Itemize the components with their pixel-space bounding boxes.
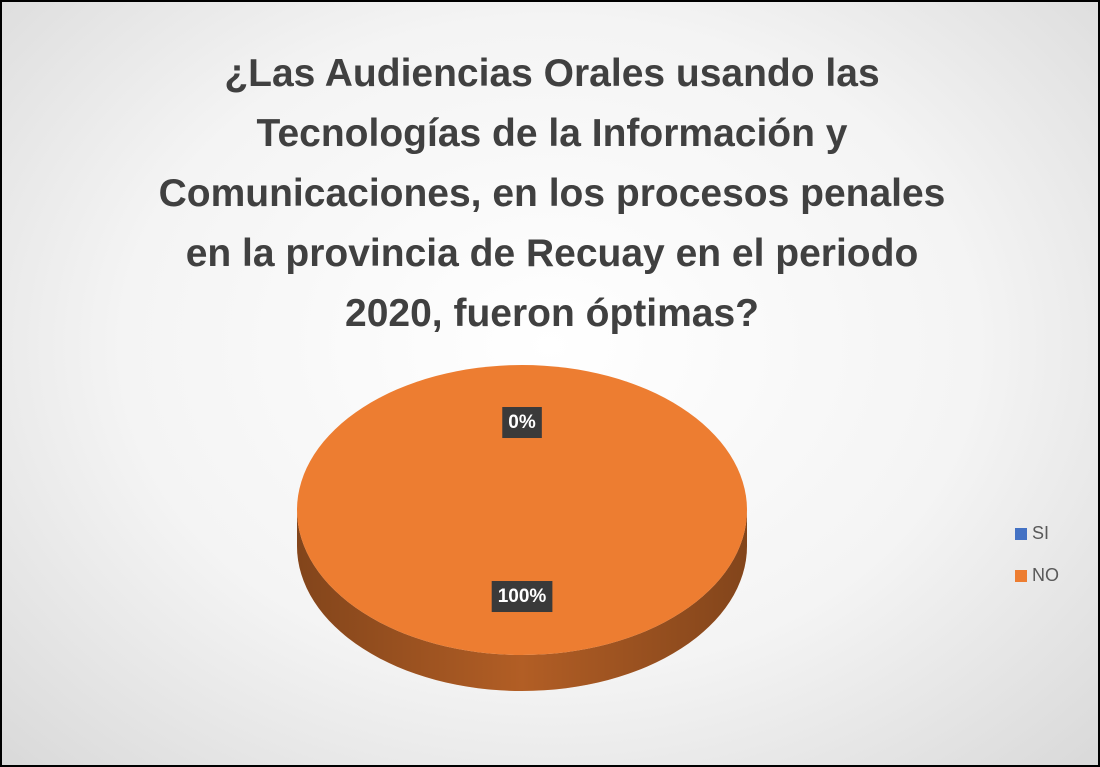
legend-swatch <box>1015 528 1027 540</box>
data-label-text: 0% <box>508 412 536 433</box>
pie-slice <box>297 365 747 655</box>
pie-side-shade <box>297 510 747 691</box>
legend-label: NO <box>1032 565 1059 585</box>
chart-title: ¿Las Audiencias Orales usando las Tecnol… <box>158 52 946 335</box>
legend-swatch <box>1015 570 1027 582</box>
data-label: 100% <box>491 581 553 613</box>
data-label-text: 100% <box>498 586 547 607</box>
data-label-box <box>491 581 553 613</box>
data-label: 0% <box>502 407 542 439</box>
legend-label: SI <box>1032 523 1049 543</box>
data-label-box <box>502 407 542 439</box>
